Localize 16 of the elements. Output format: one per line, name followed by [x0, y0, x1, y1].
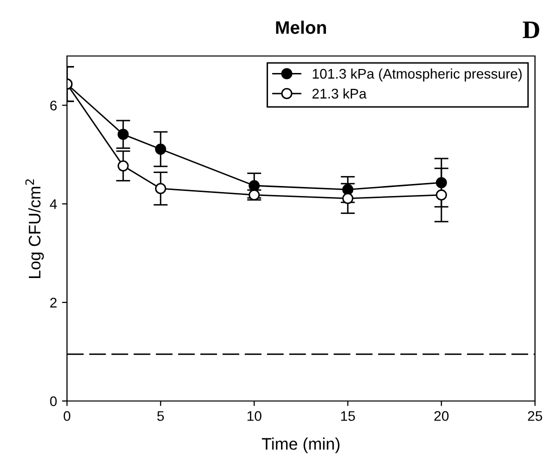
y-tick-label: 4	[50, 199, 57, 209]
y-tick-label: 6	[50, 100, 57, 110]
y-tick-label: 2	[50, 298, 57, 308]
legend-label: 21.3 kPa	[312, 88, 367, 99]
x-axis-title: Time (min)	[262, 438, 340, 454]
y-tick-label: 0	[50, 396, 57, 406]
chart-title: Melon	[276, 20, 326, 34]
x-tick-label: 0	[64, 411, 70, 421]
legend-label: 101.3 kPa (Atmospheric pressure)	[312, 68, 522, 82]
text: D	[522, 22, 540, 38]
x-tick-label: 20	[434, 411, 449, 421]
x-tick-label: 15	[341, 411, 355, 421]
x-tick-label: 5	[157, 411, 164, 421]
y-axis-title: Log CFU/cm$^{2}$	[25, 179, 44, 278]
x-tick-label: 10	[248, 411, 262, 421]
x-tick-label: 25	[528, 411, 542, 421]
